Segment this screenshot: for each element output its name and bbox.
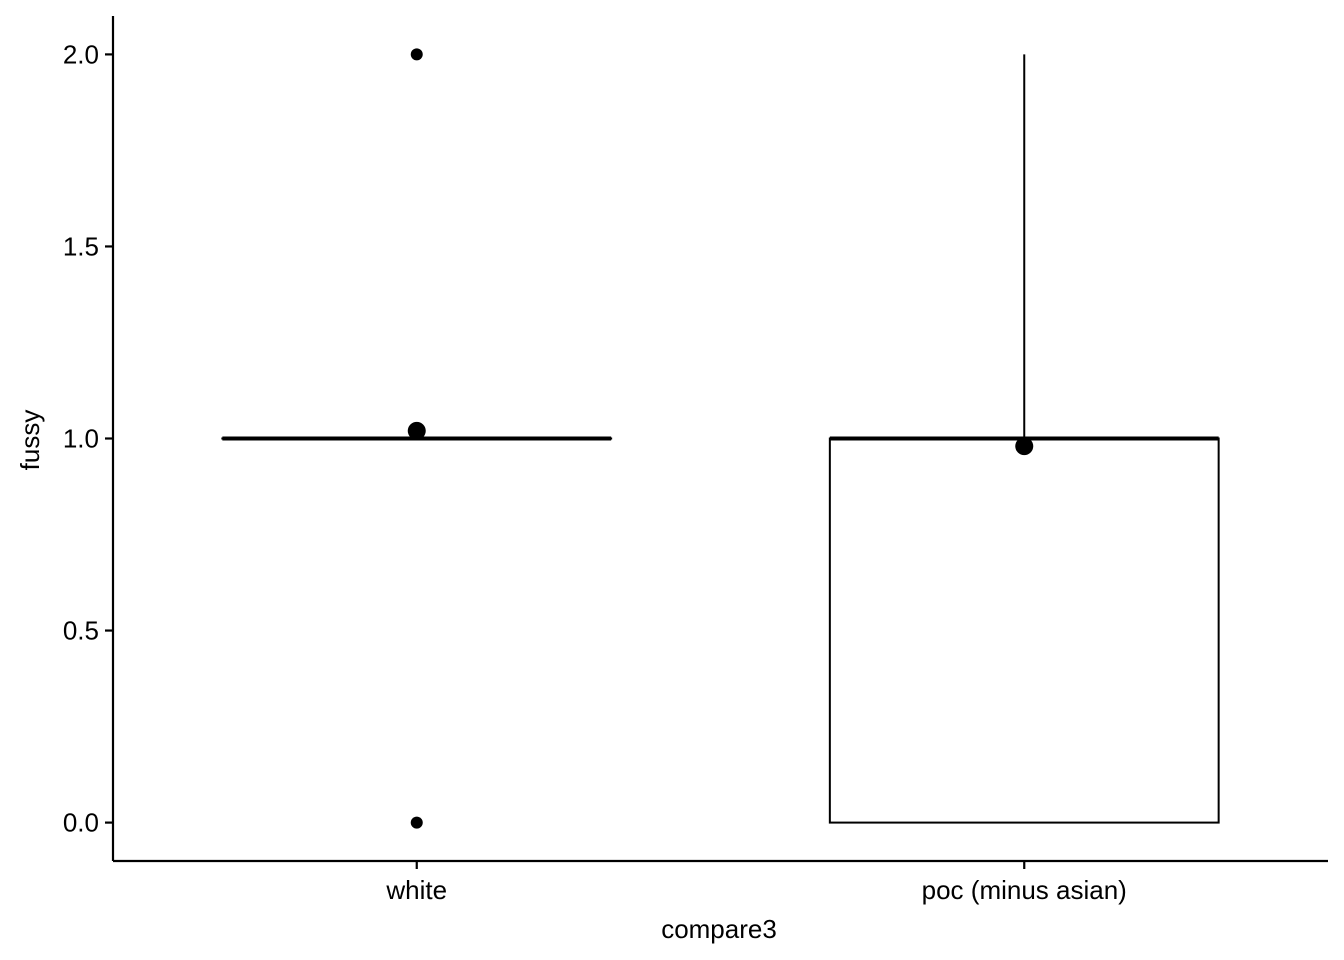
mean-point	[1015, 437, 1034, 456]
mean-point	[407, 421, 426, 440]
plot-marks	[221, 48, 1220, 829]
y-axis-title: fussy	[15, 410, 45, 471]
y-tick-label: 0.0	[63, 808, 99, 838]
x-tick-label: poc (minus asian)	[922, 875, 1127, 905]
box-group	[828, 54, 1220, 824]
box-group	[221, 48, 613, 829]
outlier-point	[410, 816, 423, 829]
y-tick-label: 2.0	[63, 39, 99, 69]
outlier-point	[410, 48, 423, 61]
axes: 0.0 0.5 1.0 1.5 2.0 white poc (minus asian)	[63, 16, 1328, 905]
y-tick-label: 1.0	[63, 424, 99, 454]
box-body	[828, 437, 1220, 824]
x-tick-label: white	[385, 875, 447, 905]
y-tick-label: 0.5	[63, 616, 99, 646]
y-tick-label: 1.5	[63, 231, 99, 261]
x-axis-title: compare3	[661, 914, 777, 944]
